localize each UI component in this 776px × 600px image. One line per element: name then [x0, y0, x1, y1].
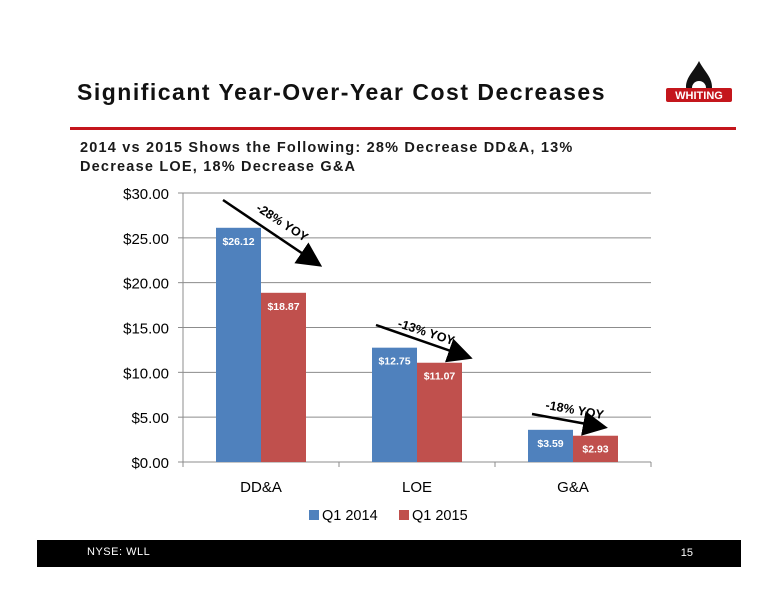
bar-q1-2015	[573, 435, 618, 462]
bar-q1-2014	[216, 227, 261, 462]
y-tick-label: $0.00	[131, 455, 169, 472]
data-label: $2.93	[582, 444, 608, 456]
footer-bar: NYSE: WLL 15	[37, 540, 741, 567]
page-number: 15	[680, 547, 693, 559]
trend-arrow	[531, 411, 608, 436]
y-tick-label: $10.00	[123, 365, 169, 382]
x-tick-label: DD&A	[240, 479, 282, 496]
y-tick-label: $20.00	[123, 276, 169, 293]
bar-q1-2015	[417, 362, 462, 462]
bar-q1-2015	[261, 292, 306, 462]
whiting-logo: WHITING	[666, 61, 732, 102]
data-label: $3.59	[537, 438, 563, 450]
y-tick-label: $30.00	[123, 186, 169, 203]
trend-arrow	[375, 323, 473, 363]
y-tick-label: $25.00	[123, 231, 169, 248]
footer-ticker: NYSE: WLL	[87, 546, 151, 558]
title-divider	[70, 127, 736, 130]
y-tick-label: $15.00	[123, 321, 169, 338]
x-tick-label: G&A	[557, 479, 589, 496]
logo-text: WHITING	[675, 90, 723, 102]
y-tick-label: $5.00	[131, 410, 169, 427]
page-title: Significant Year-Over-Year Cost Decrease…	[77, 79, 606, 105]
page-subtitle: 2014 vs 2015 Shows the Following: 28% De…	[80, 140, 574, 175]
legend-label: Q1 2015	[412, 508, 468, 524]
legend-swatch	[309, 510, 319, 520]
trend-arrow	[222, 198, 323, 267]
bar-q1-2014	[372, 347, 417, 462]
legend-label: Q1 2014	[322, 508, 378, 524]
data-label: $12.75	[378, 356, 410, 368]
legend-swatch	[399, 510, 409, 520]
bar-q1-2014	[528, 429, 573, 462]
data-label: $18.87	[267, 301, 299, 313]
data-label: $11.07	[424, 371, 456, 383]
x-tick-label: LOE	[402, 479, 432, 496]
data-label: $26.12	[222, 236, 254, 248]
